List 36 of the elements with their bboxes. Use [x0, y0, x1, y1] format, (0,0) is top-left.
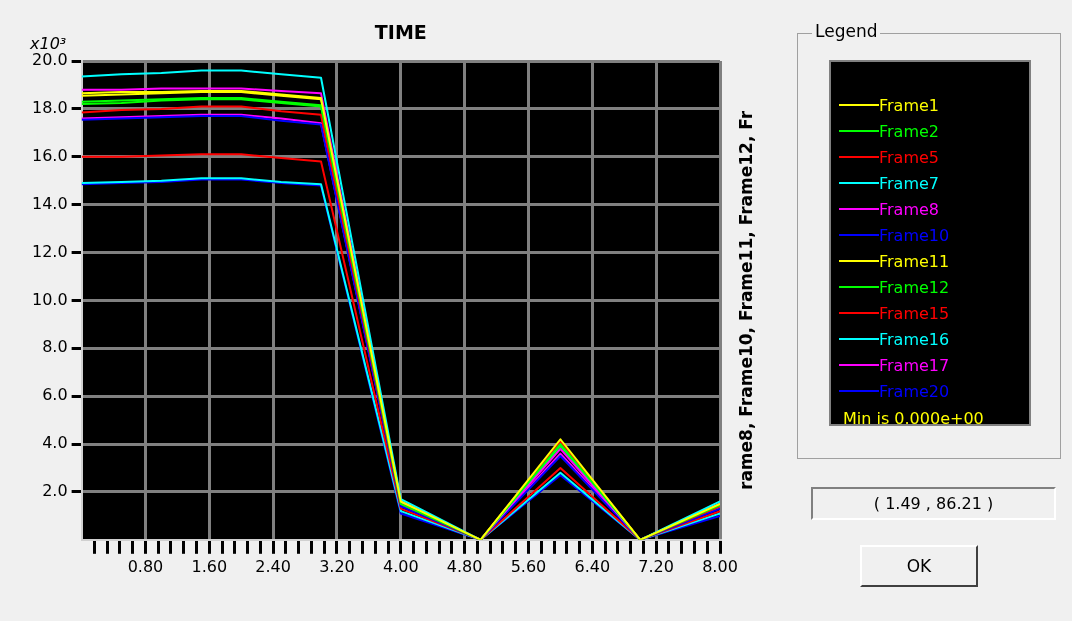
y-tick-label: 14.0 — [32, 193, 68, 213]
x-tick-label: 3.20 — [319, 556, 355, 576]
legend-label: Frame2 — [879, 121, 940, 141]
x-tick-label: 4.80 — [446, 556, 483, 576]
chart-title: TIME — [374, 20, 427, 43]
legend-label: Frame1 — [879, 95, 940, 115]
legend-label: Frame7 — [879, 173, 940, 193]
legend-label: Frame8 — [879, 199, 940, 219]
x-tick-label: 8.00 — [702, 556, 738, 576]
x-tick-label: 1.60 — [191, 556, 228, 576]
y-tick-label: 10.0 — [32, 289, 68, 309]
x-tick-label: 4.00 — [383, 556, 419, 576]
y-tick-label: 2.0 — [42, 481, 68, 501]
legend-label: Frame11 — [879, 251, 950, 271]
y-tick-label: 4.0 — [42, 433, 68, 453]
legend-title: Legend — [812, 21, 881, 41]
legend-label: Frame20 — [879, 381, 950, 401]
x-tick-label: 5.60 — [510, 556, 547, 576]
y-tick-label: 18.0 — [32, 98, 68, 118]
legend-label: Frame5 — [879, 147, 940, 167]
text: ( 1.49 , 86.21 ) — [811, 487, 1056, 520]
y-tick-label: 8.0 — [42, 337, 68, 357]
x-tick-label: 2.40 — [255, 556, 291, 576]
legend-label: Frame16 — [879, 329, 950, 349]
y-tick-label: 16.0 — [32, 145, 68, 165]
text: Min is 0.000e+00 — [843, 409, 984, 426]
legend-label: Frame15 — [879, 303, 950, 323]
legend-label: Frame12 — [879, 277, 950, 297]
y-tick-label: 6.0 — [42, 385, 68, 405]
legend-label: Frame17 — [879, 355, 950, 375]
x-tick-label: 0.80 — [127, 556, 164, 576]
y-tick-label: 12.0 — [32, 241, 68, 261]
y-axis-title: rame8, Frame10, Frame11, Frame12, Fr — [736, 110, 757, 490]
x-tick-label: 6.40 — [574, 556, 611, 576]
x-tick-label: 7.20 — [638, 556, 674, 576]
legend-label: Frame10 — [879, 225, 950, 245]
